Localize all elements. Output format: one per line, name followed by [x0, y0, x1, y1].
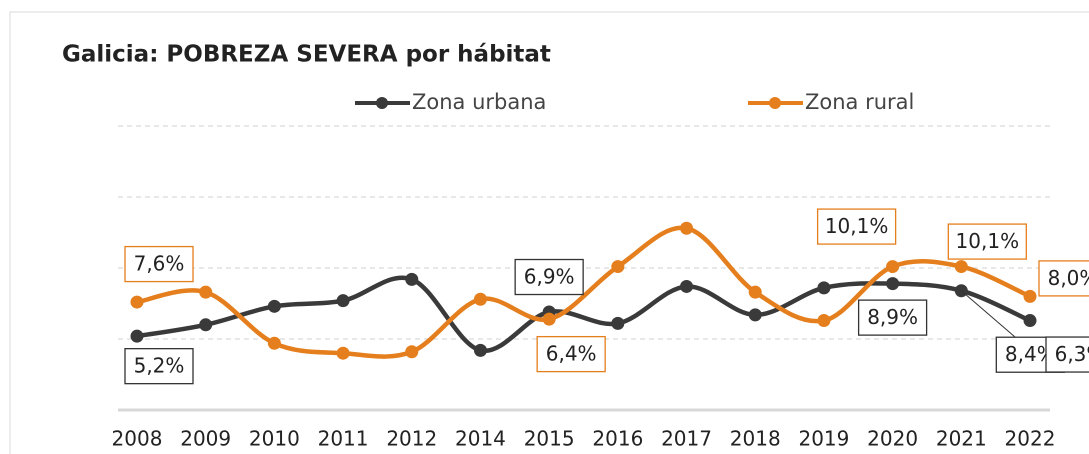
data-label: 6,4%	[546, 342, 597, 366]
data-label: 10,1%	[956, 229, 1020, 253]
x-tick-label: 2018	[730, 427, 781, 451]
data-point	[473, 343, 487, 357]
data-point	[199, 285, 213, 299]
data-point	[611, 316, 625, 330]
data-point	[542, 312, 556, 326]
data-point	[130, 295, 144, 309]
x-tick-label: 2009	[180, 427, 231, 451]
label-box	[857, 299, 928, 336]
data-point	[336, 294, 350, 308]
label-box	[816, 208, 897, 245]
label-box	[947, 223, 1027, 260]
label-box	[1045, 336, 1089, 373]
data-point	[336, 346, 350, 360]
data-point	[199, 318, 213, 332]
data-label: 6,3%	[1055, 342, 1089, 366]
x-tick-label: 2019	[798, 427, 849, 451]
data-point	[817, 281, 831, 295]
data-point	[267, 336, 281, 350]
data-point	[748, 285, 762, 299]
data-point	[405, 272, 419, 286]
chart-frame	[9, 11, 1089, 454]
data-point	[748, 308, 762, 322]
data-point	[680, 279, 694, 293]
data-label: 8,9%	[867, 305, 918, 329]
data-point	[1023, 289, 1037, 303]
legend-label: Zona urbana	[412, 90, 546, 114]
series-line	[136, 225, 1031, 359]
chart-title: Galicia: POBREZA SEVERA por hábitat	[62, 42, 551, 68]
data-label: 6,9%	[524, 265, 575, 289]
x-tick-label: 2014	[455, 427, 506, 451]
data-point	[130, 329, 144, 343]
legend-marker	[769, 97, 781, 109]
x-tick-label: 2012	[386, 427, 437, 451]
label-box	[124, 245, 194, 283]
data-label: 5,2%	[134, 354, 185, 378]
data-point	[886, 277, 900, 291]
data-point	[954, 260, 968, 274]
data-label: 8,0%	[1048, 266, 1089, 290]
legend-marker	[376, 97, 388, 109]
data-label: 7,6%	[134, 252, 185, 276]
label-leader	[960, 290, 1016, 338]
data-point	[405, 345, 419, 359]
data-point	[1023, 314, 1037, 328]
label-box	[536, 335, 606, 373]
label-box	[124, 348, 194, 385]
series-line	[136, 275, 1031, 353]
data-point	[817, 314, 831, 328]
label-box	[514, 258, 584, 296]
x-tick-label: 2010	[249, 427, 300, 451]
data-point	[886, 260, 900, 274]
x-tick-label: 2022	[1005, 427, 1056, 451]
data-point	[267, 299, 281, 313]
data-point	[680, 221, 694, 235]
legend-label: Zona rural	[805, 90, 914, 114]
label-box	[1038, 260, 1089, 297]
data-point	[473, 292, 487, 306]
x-tick-label: 2008	[112, 427, 163, 451]
x-tick-label: 2017	[661, 427, 712, 451]
data-label: 10,1%	[825, 214, 889, 238]
x-tick-label: 2011	[318, 427, 369, 451]
x-tick-label: 2020	[867, 427, 918, 451]
x-tick-label: 2015	[524, 427, 575, 451]
x-tick-label: 2021	[936, 427, 987, 451]
data-point	[611, 260, 625, 274]
x-tick-label: 2016	[592, 427, 643, 451]
